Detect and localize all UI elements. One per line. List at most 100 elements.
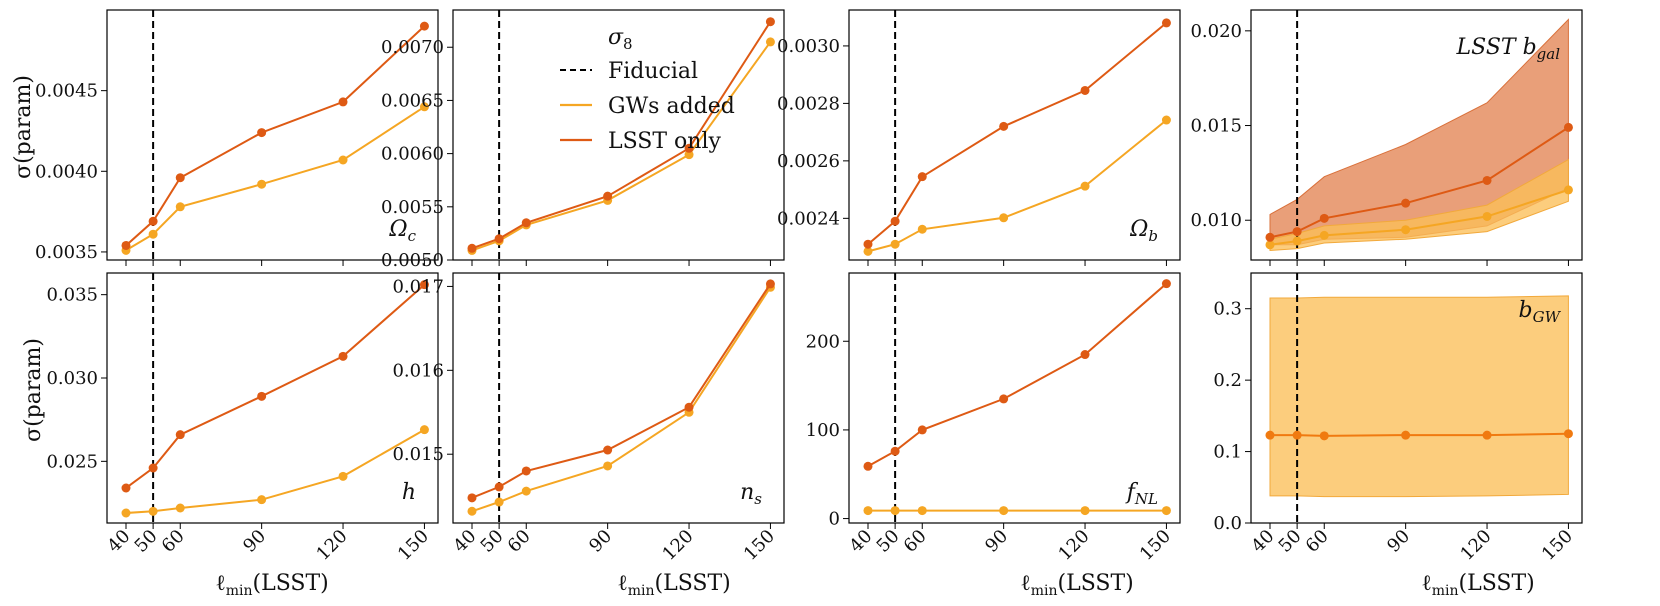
y-tick-label: 0.016 xyxy=(392,360,444,381)
x-axis-label-1: ℓmin(LSST) xyxy=(215,571,329,599)
x-axis-label-2: ℓmin(LSST) xyxy=(617,571,731,599)
gw-point xyxy=(419,425,429,435)
gw-point xyxy=(917,224,927,234)
x-tick-label: 90 xyxy=(239,526,270,557)
gw-point xyxy=(1563,429,1573,439)
parameter-label: h xyxy=(402,480,416,505)
x-axis-label-3: ℓmin(LSST) xyxy=(1020,571,1134,599)
axes-frame xyxy=(1250,9,1583,261)
parameter-label: ns xyxy=(740,480,762,508)
gw-point xyxy=(121,508,131,518)
gw-point xyxy=(999,506,1009,516)
y-tick-label: 0.010 xyxy=(1190,210,1242,231)
lsst-point xyxy=(467,493,477,503)
lsst-point xyxy=(121,240,131,250)
lsst-point xyxy=(999,394,1009,404)
gw-point xyxy=(1161,506,1171,516)
y-tick-label: 0.0040 xyxy=(35,161,98,182)
lsst-point xyxy=(419,280,429,290)
lsst-point xyxy=(148,216,158,226)
lsst-point xyxy=(1319,213,1329,223)
lsst-point xyxy=(494,234,504,244)
gw-point xyxy=(148,506,158,516)
y-tick-label: 0.025 xyxy=(46,451,98,472)
lsst-point xyxy=(175,430,185,440)
lsst-point xyxy=(175,173,185,183)
x-tick-label: 40 xyxy=(449,526,480,557)
gw-point xyxy=(1292,430,1302,440)
gw-point xyxy=(1080,506,1090,516)
y-axis-label-top: σ(param) xyxy=(11,75,36,179)
x-tick-label: 60 xyxy=(504,526,535,557)
y-tick-label: 0 xyxy=(829,509,840,530)
x-tick-label: 150 xyxy=(1136,526,1175,565)
gw-point xyxy=(257,495,267,505)
lsst-point xyxy=(603,191,613,201)
panel-omega-b: 0.0024 0.0026 0.0028 0.0030 Ωb xyxy=(777,9,1181,266)
parameter-label: bGW xyxy=(1519,298,1562,326)
lsst-series-line xyxy=(867,282,1168,468)
gw-series-line xyxy=(1269,188,1569,246)
legend: σ8 Fiducial GWs added LSST only xyxy=(560,25,735,154)
gw-point xyxy=(1563,185,1573,195)
y-tick-label: 0.030 xyxy=(46,368,98,389)
x-tick-label: 40 xyxy=(103,526,134,557)
y-tick-label: 0.0045 xyxy=(35,81,98,102)
x-tick-label: 50 xyxy=(1275,526,1306,557)
y-tick-label: 100 xyxy=(806,420,840,441)
lsst-point xyxy=(521,466,531,476)
gw-point xyxy=(1401,430,1411,440)
gw-point xyxy=(1482,430,1492,440)
axes-frame xyxy=(106,272,439,524)
lsst-point xyxy=(1080,85,1090,95)
lsst-point xyxy=(521,218,531,228)
lsst-point xyxy=(419,21,429,31)
lsst-series-line xyxy=(471,21,772,250)
x-tick-label: 50 xyxy=(477,526,508,557)
lsst-point xyxy=(1482,175,1492,185)
y-tick-label: 0.0030 xyxy=(777,36,840,57)
gw-point xyxy=(1161,115,1171,125)
lsst-point xyxy=(999,121,1009,131)
y-tick-label: 0.0060 xyxy=(381,144,444,165)
y-tick-label: 0.0065 xyxy=(381,90,444,111)
lsst-point xyxy=(863,461,873,471)
y-tick-label: 0.0055 xyxy=(381,197,444,218)
gw-series-line xyxy=(125,105,425,252)
y-tick-label: 0.0028 xyxy=(777,93,840,114)
lsst-point xyxy=(121,483,131,493)
x-tick-label: 60 xyxy=(900,526,931,557)
axes-frame xyxy=(848,272,1181,524)
axes-frame xyxy=(452,9,785,261)
legend-fiducial-label: Fiducial xyxy=(608,59,698,84)
lsst-point xyxy=(890,216,900,226)
gw-series-line xyxy=(867,119,1168,253)
axes-frame xyxy=(1250,272,1583,524)
gw-point xyxy=(148,229,158,239)
lsst-point xyxy=(1401,198,1411,208)
lsst-point xyxy=(1563,122,1573,132)
x-tick-label: 60 xyxy=(1302,526,1333,557)
gw-point xyxy=(1319,431,1329,441)
parameter-label: Ωc xyxy=(388,217,416,245)
lsst-point xyxy=(917,172,927,182)
gw-point xyxy=(1080,181,1090,191)
axes-frame xyxy=(848,9,1181,261)
x-tick-label: 150 xyxy=(740,526,779,565)
x-tick-label: 150 xyxy=(1538,526,1577,565)
parameter-label: fNL xyxy=(1125,480,1158,508)
y-tick-label: 0.0026 xyxy=(777,151,840,172)
gw-point xyxy=(175,503,185,513)
lsst-series-line xyxy=(125,25,426,247)
gw-point xyxy=(603,461,613,471)
y-tick-label: 0.0035 xyxy=(35,242,98,263)
lsst-point xyxy=(257,391,267,401)
lsst-point xyxy=(1161,279,1171,289)
y-tick-label: 0.035 xyxy=(46,285,98,306)
lsst-point xyxy=(603,445,613,455)
x-axis-label-4: ℓmin(LSST) xyxy=(1421,571,1535,599)
gw-series-line xyxy=(125,428,425,514)
